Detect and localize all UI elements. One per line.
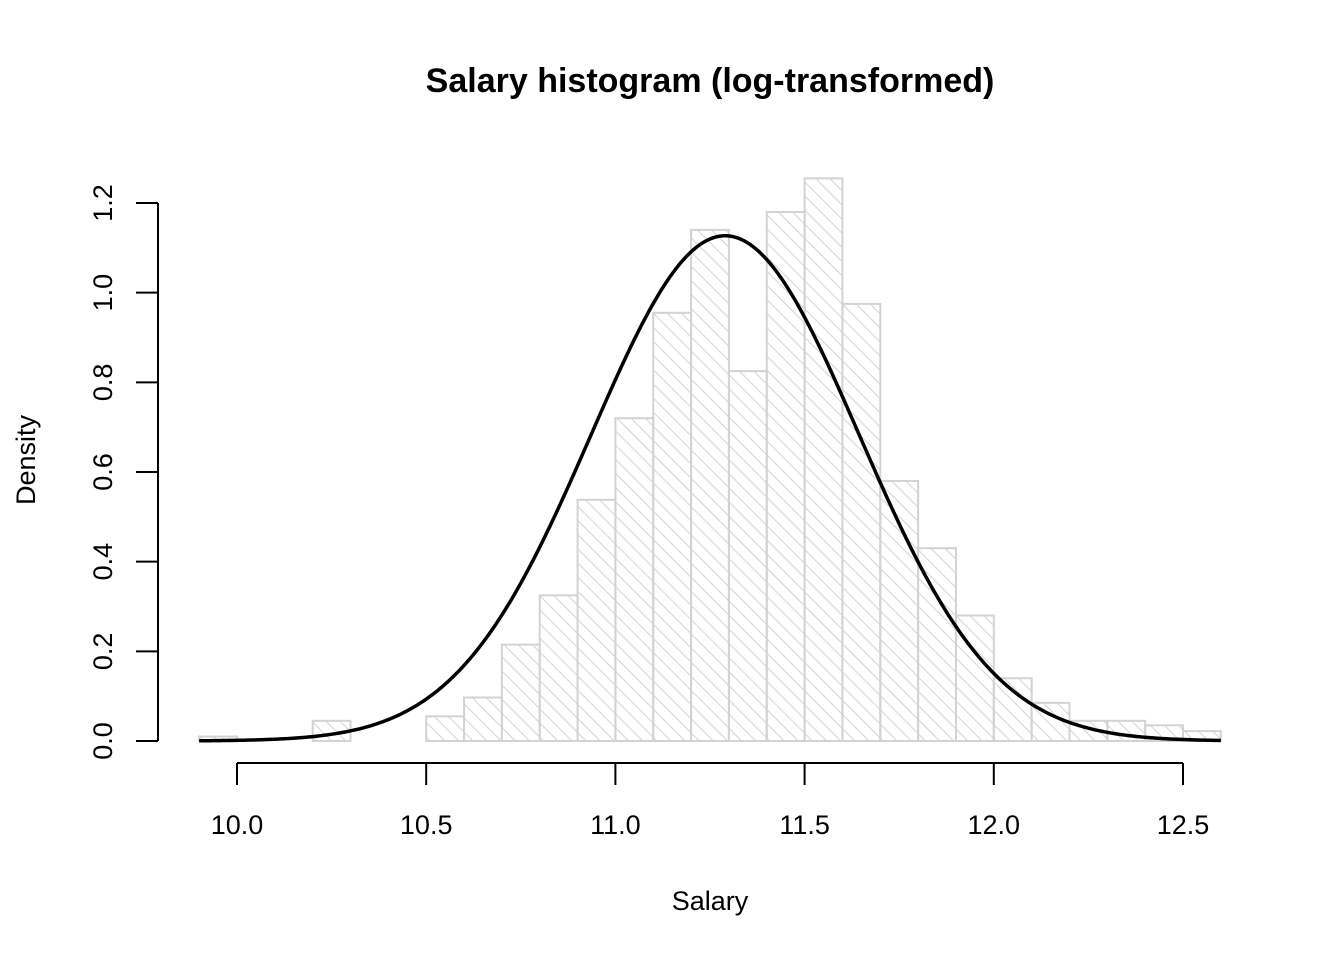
y-tick-label: 0.0 xyxy=(88,722,118,760)
x-tick-label: 10.5 xyxy=(400,810,453,840)
histogram-bar xyxy=(803,177,844,742)
x-axis: 10.0 10.5 11.0 11.5 12.0 12.5 xyxy=(211,762,1210,840)
y-tick-label: 1.2 xyxy=(88,184,118,222)
x-tick-label: 11.5 xyxy=(779,810,830,840)
histogram-bar xyxy=(425,715,466,743)
y-tick-label: 0.4 xyxy=(88,543,118,581)
histogram-bar xyxy=(841,302,882,742)
x-tick-label: 11.0 xyxy=(590,810,641,840)
y-tick-label: 1.0 xyxy=(88,274,118,312)
histogram-bars xyxy=(198,177,1222,743)
histogram-bar xyxy=(652,311,693,742)
histogram-bar xyxy=(463,696,503,742)
histogram-bar xyxy=(500,643,541,743)
histogram-bar xyxy=(992,677,1033,743)
x-tick-label: 12.5 xyxy=(1157,810,1210,840)
y-tick-label: 0.2 xyxy=(88,633,118,671)
y-tick-label: 0.6 xyxy=(88,453,118,491)
histogram-bar xyxy=(614,417,655,742)
x-tick-label: 10.0 xyxy=(211,810,264,840)
y-axis-label: Density xyxy=(11,414,41,505)
histogram-bar xyxy=(690,228,730,742)
histogram-bar xyxy=(538,594,579,743)
y-tick-label: 0.8 xyxy=(88,364,118,402)
x-tick-label: 12.0 xyxy=(968,810,1021,840)
histogram-bar xyxy=(727,370,768,742)
y-axis: 0.0 0.2 0.4 0.6 0.8 1.0 1.2 xyxy=(88,184,159,760)
histogram-bar xyxy=(576,498,617,742)
histogram-bar xyxy=(765,210,806,742)
x-axis-label: Salary xyxy=(672,886,749,916)
chart-title: Salary histogram (log-transformed) xyxy=(426,62,995,100)
density-curve xyxy=(199,234,1221,743)
histogram-bar xyxy=(917,547,957,743)
